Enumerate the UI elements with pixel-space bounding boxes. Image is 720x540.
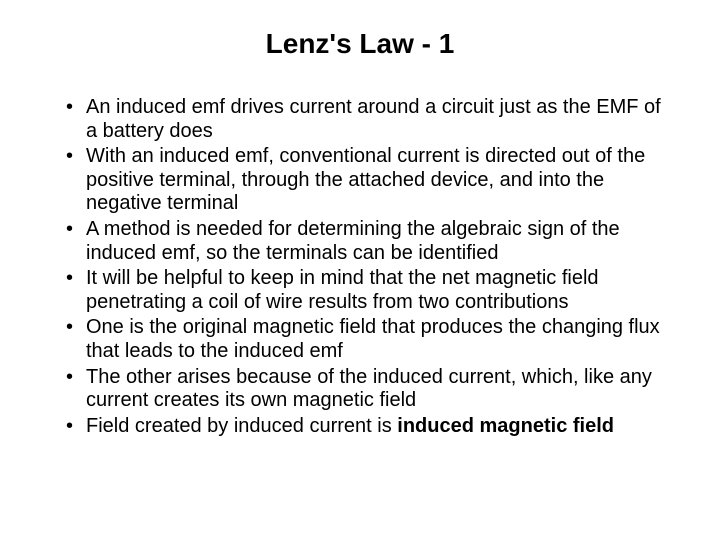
list-item: Field created by induced current is indu… <box>66 415 672 439</box>
list-item: An induced emf drives current around a c… <box>66 96 672 143</box>
list-item: It will be helpful to keep in mind that … <box>66 267 672 314</box>
slide-title: Lenz's Law - 1 <box>48 28 672 60</box>
bullet-text: A method is needed for determining the a… <box>86 218 620 264</box>
bullet-text: One is the original magnetic field that … <box>86 316 660 362</box>
bullet-text-prefix: Field created by induced current is <box>86 415 397 437</box>
list-item: One is the original magnetic field that … <box>66 316 672 363</box>
bullet-text: With an induced emf, conventional curren… <box>86 145 645 214</box>
bullet-text-bold: induced magnetic field <box>397 415 614 437</box>
list-item: With an induced emf, conventional curren… <box>66 145 672 216</box>
bullet-list: An induced emf drives current around a c… <box>48 96 672 438</box>
bullet-text: An induced emf drives current around a c… <box>86 96 661 142</box>
bullet-text: It will be helpful to keep in mind that … <box>86 267 599 313</box>
list-item: The other arises because of the induced … <box>66 366 672 413</box>
bullet-text: The other arises because of the induced … <box>86 366 652 412</box>
list-item: A method is needed for determining the a… <box>66 218 672 265</box>
